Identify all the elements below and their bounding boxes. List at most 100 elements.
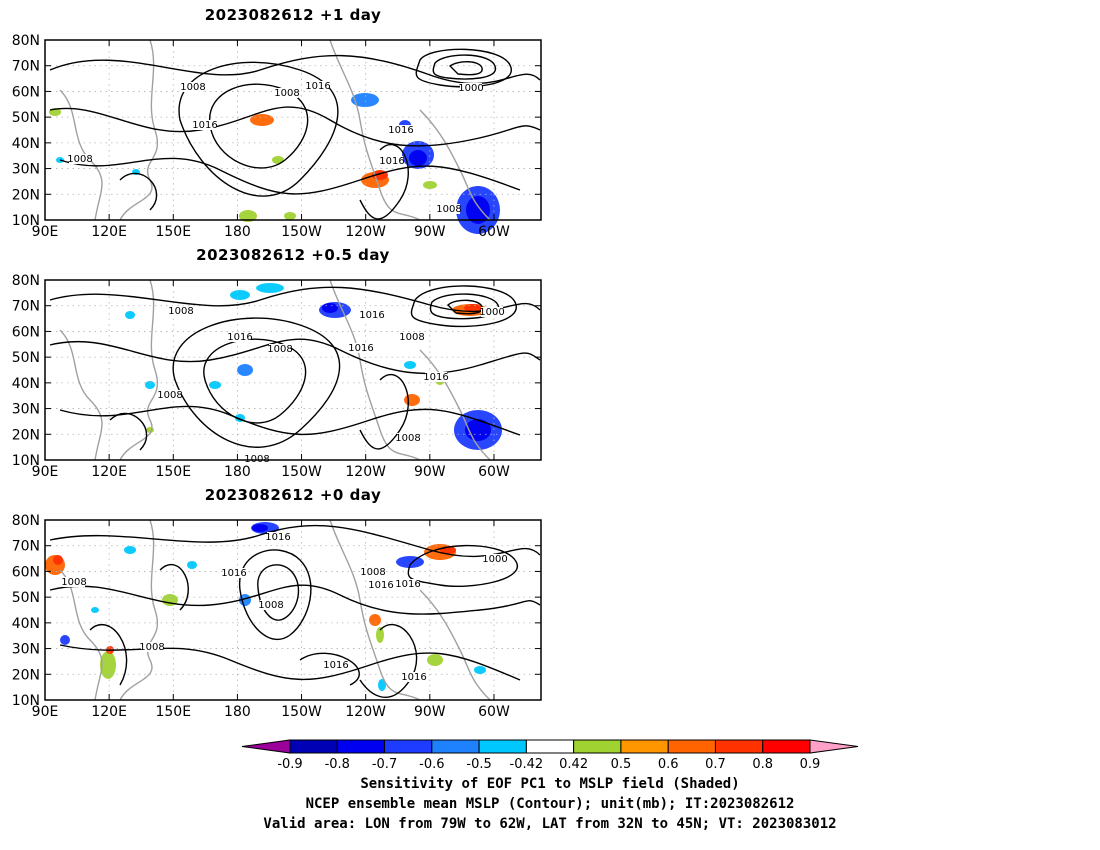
lat-tick-label: 60N [12,564,40,580]
colorbar-tick-label: -0.6 [419,757,444,772]
colorbar-segment [384,739,433,754]
lat-tick-label: 20N [12,667,40,683]
contour-label: 1008 [436,204,461,215]
contour-label: 1016 [323,660,348,671]
contour-label: 1008 [168,306,193,317]
coastlines [59,279,491,461]
map-frame [44,39,542,221]
shading-blob [322,303,338,313]
colorbar-segment [336,739,386,754]
lon-axis: 90E 120E 150E 180 150W 120W 90W 60W [32,280,510,480]
shading-blob [91,607,99,613]
colorbar-segment [620,739,669,754]
lat-tick-label: 20N [12,427,40,443]
contour-label: 1008 [258,600,283,611]
shading-blob [239,210,257,222]
shading-blob [256,283,284,293]
colorbar-tick-label: 0.5 [611,757,632,772]
colorbar-tick-label: -0.8 [325,757,350,772]
lon-tick-label: 60W [478,704,510,720]
colorbar-segment [289,739,338,754]
contour-labels: 1008101610161008100810161000101610081016… [61,532,508,683]
contour-label: 1016 [368,580,393,591]
lon-tick-label: 150E [155,704,191,720]
lon-tick-label: 90E [32,464,59,480]
lat-tick-label: 20N [12,187,40,203]
contour-labels: 1008 1016 1008 1016 1016 1000 1008 1016 1008 1008… [157,306,505,465]
caption-line-1: Sensitivity of EOF PC1 to MSLP field (Sh… [360,776,740,792]
lat-tick-label: 50N [12,590,40,606]
shading-blob [146,427,154,433]
shading-blob [378,679,386,691]
shading-blob [427,654,443,666]
contour-labels: 1008 1008 1016 1008 1016 1000 1016 1016 1008 [67,81,484,215]
lat-tick-label: 10N [12,453,40,469]
shading-blob [237,364,253,376]
panel-title-2: 2023082612 +0.5 day [196,246,390,264]
contour-label: 1016 [423,372,448,383]
shading-blob [423,181,437,189]
colorbar-segment [431,739,480,754]
lon-tick-label: 120E [91,704,127,720]
shading-blob [145,381,155,389]
caption-line-2: NCEP ensemble mean MSLP (Contour); unit(… [305,796,795,812]
lat-tick-label: 30N [12,402,40,418]
lon-tick-label: 180 [224,704,251,720]
colorbar-arrow-high [809,739,859,754]
contour-label: 1008 [274,88,299,99]
lon-tick-label: 150W [281,464,322,480]
panel-title-3: 2023082612 +0 day [204,486,382,504]
colorbar-tick-label: 0.8 [752,757,773,772]
shading-blob [474,666,486,674]
lon-tick-label: 150W [281,704,322,720]
contour-label: 1000 [482,554,507,565]
map-frame [44,279,542,461]
contour-label: 1016 [348,343,373,354]
contour-label: 1008 [399,332,424,343]
map-panel-1: 1008 1008 1016 1008 1016 1000 1016 1016 1008 80N 7… [12,33,542,240]
shading-blob [376,627,384,643]
lon-tick-label: 90W [414,224,446,240]
contour-label: 1016 [265,532,290,543]
contour-label: 1008 [267,344,292,355]
map-panel-2: 1008 1016 1008 1016 1016 1000 1008 1016 1008 1008… [12,273,542,480]
shading-blob [124,546,136,554]
lat-tick-label: 40N [12,376,40,392]
shading-blob [60,635,70,645]
lon-tick-label: 180 [224,464,251,480]
lat-axis: 80N 70N 60N 50N 40N 30N 20N 10N [12,33,541,229]
lon-tick-label: 120W [345,704,386,720]
colorbar-tick-label: 0.42 [559,757,588,772]
contour-label: 1016 [359,310,384,321]
colorbar-segment [573,739,622,754]
mslp-contours [49,524,541,698]
shading-blob [239,594,251,606]
shading-blob [53,555,63,565]
colorbar-tick-label: 0.9 [800,757,821,772]
coastlines [59,39,491,221]
lat-tick-label: 10N [12,213,40,229]
shading-blob [351,93,379,107]
lat-tick-label: 60N [12,84,40,100]
colorbar-tick-label: 0.6 [658,757,679,772]
colorbar-segment [762,739,811,754]
lon-tick-label: 150E [155,464,191,480]
lon-tick-label: 60W [478,464,510,480]
colorbar-tick-label: -0.42 [510,757,544,772]
lon-tick-label: 90E [32,224,59,240]
lat-axis: 80N 70N 60N 50N 40N 30N 20N 10N [12,273,541,469]
lat-tick-label: 80N [12,33,40,49]
shading-blob [125,311,135,319]
colorbar-tick-label: -0.5 [466,757,491,772]
shading-blob [230,290,250,300]
shading-blob [284,212,296,220]
contour-label: 1008 [157,390,182,401]
contour-label: 1000 [458,83,483,94]
mslp-contours [49,48,541,220]
colorbar-tick-label: -0.9 [277,757,302,772]
contour-label: 1016 [227,332,252,343]
shading-blob [404,361,416,369]
lat-tick-label: 50N [12,350,40,366]
lon-tick-label: 120W [345,224,386,240]
lat-tick-label: 80N [12,273,40,289]
